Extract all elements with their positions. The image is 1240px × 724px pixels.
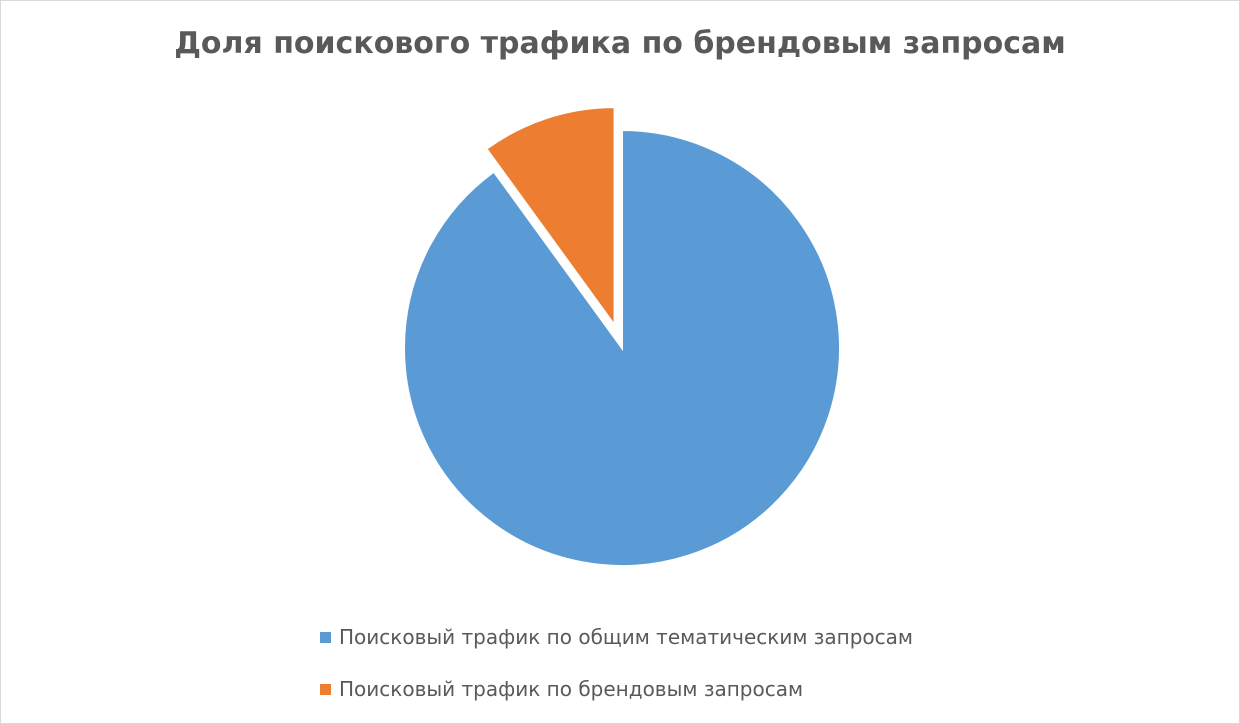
pie-slices: [403, 106, 841, 567]
legend-swatch-brand: [320, 683, 331, 695]
legend-label-general: Поисковый трафик по общим тематическим з…: [339, 625, 914, 649]
pie-slice-brand: [485, 106, 616, 329]
legend-item-brand: Поисковый трафик по брендовым запросам: [320, 672, 1020, 706]
legend-label-brand: Поисковый трафик по брендовым запросам: [339, 677, 804, 701]
legend-swatch-general: [320, 631, 331, 643]
legend: Поисковый трафик по общим тематическим з…: [320, 620, 1020, 724]
pie-slice-general: [403, 128, 841, 567]
legend-item-general: Поисковый трафик по общим тематическим з…: [320, 620, 1020, 654]
chart-title: Доля поискового трафика по брендовым зап…: [174, 26, 1066, 61]
